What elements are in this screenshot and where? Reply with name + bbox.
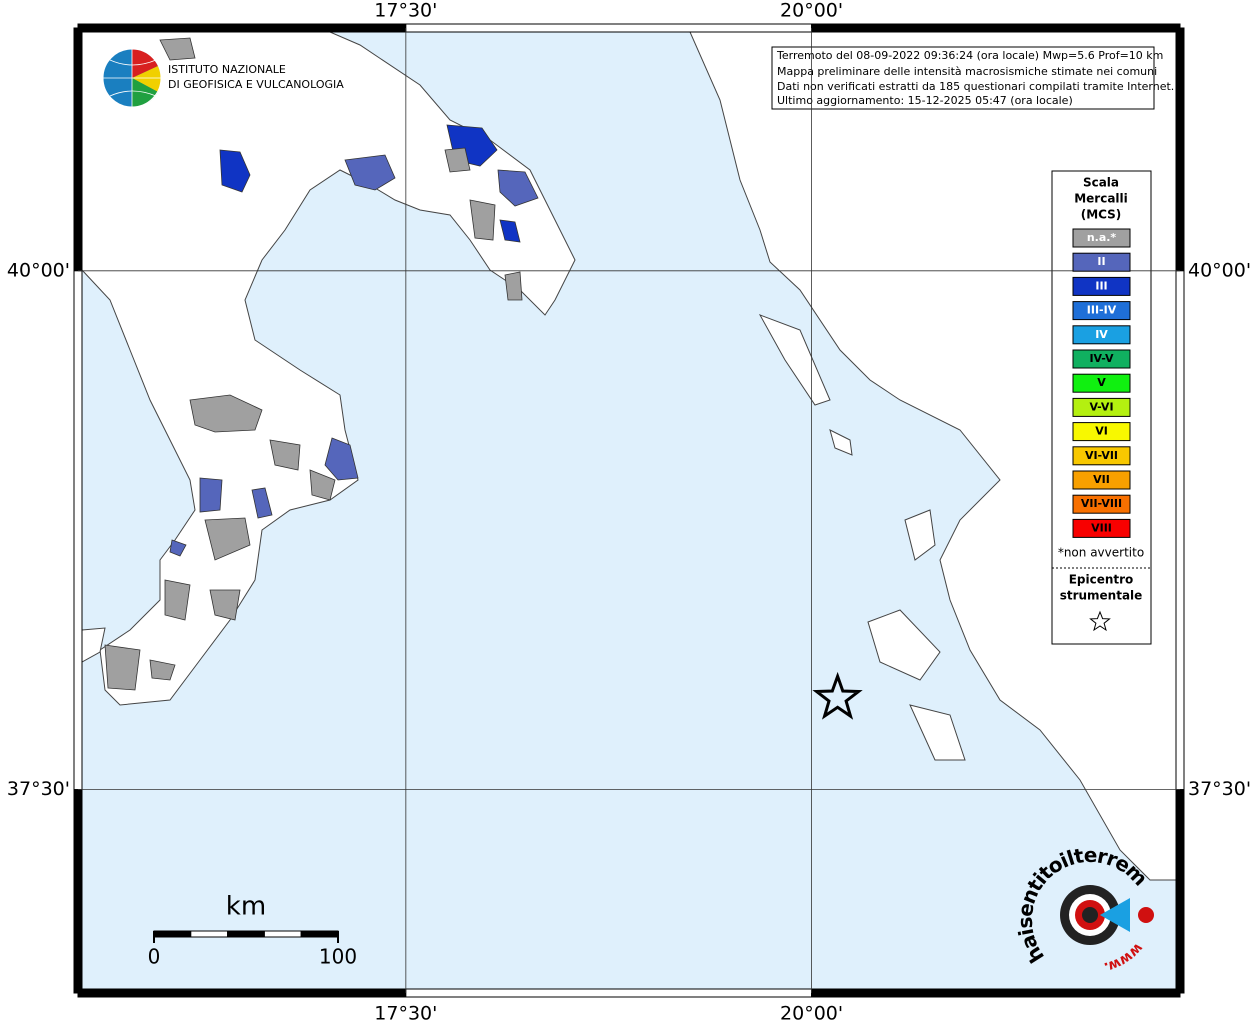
legend-swatch bbox=[1072, 470, 1131, 490]
intensity-areas bbox=[104, 37, 539, 691]
scale-segment bbox=[227, 930, 265, 938]
frame-band bbox=[1175, 27, 1185, 272]
frame-band bbox=[73, 270, 83, 791]
info-line: Ultimo aggiornamento: 15-12-2025 05:47 (… bbox=[777, 94, 1073, 107]
frame-band bbox=[405, 23, 813, 33]
legend-label: III bbox=[1095, 279, 1107, 292]
legend-title: Scala bbox=[1083, 176, 1119, 190]
frame-band bbox=[77, 988, 407, 998]
frame-band bbox=[77, 23, 407, 33]
frame-band bbox=[1175, 270, 1185, 791]
legend-label: VI-VII bbox=[1085, 449, 1118, 462]
y-tick-label: 37°30' bbox=[1188, 778, 1251, 800]
legend-swatch bbox=[1072, 446, 1131, 466]
scale-segment bbox=[190, 930, 229, 938]
legend-label: V bbox=[1097, 376, 1106, 389]
legend-swatch bbox=[1072, 301, 1131, 321]
legend-swatch bbox=[1072, 518, 1131, 538]
legend-label: VI bbox=[1095, 425, 1108, 438]
frame-band bbox=[1175, 789, 1185, 994]
legend-swatch bbox=[1072, 325, 1131, 345]
y-tick-label: 40°00' bbox=[7, 259, 70, 281]
epicenter bbox=[812, 671, 863, 720]
scale-segment bbox=[153, 930, 192, 938]
y-tick-label: 40°00' bbox=[1188, 259, 1251, 281]
legend-swatch bbox=[1072, 252, 1131, 272]
legend-label: V-VI bbox=[1089, 400, 1113, 413]
scale-segment bbox=[300, 930, 339, 938]
legend-label: IV-V bbox=[1089, 352, 1114, 365]
legend-label: VIII bbox=[1091, 521, 1112, 534]
x-tick-label: 20°00' bbox=[780, 0, 843, 22]
legend-label: VII bbox=[1093, 473, 1110, 486]
info-line: Dati non verificati estratti da 185 ques… bbox=[777, 80, 1174, 93]
legend-swatch bbox=[1072, 494, 1131, 514]
legend-epicenter: strumentale bbox=[1060, 589, 1143, 603]
legend-swatch bbox=[1072, 373, 1131, 393]
legend-label: II bbox=[1097, 255, 1105, 268]
x-tick-label: 17°30' bbox=[374, 0, 437, 22]
legend-label: n.a.* bbox=[1087, 231, 1117, 244]
x-tick-label: 17°30' bbox=[374, 1003, 437, 1025]
scale-segment bbox=[263, 930, 302, 938]
logo-text: DI GEOFISICA E VULCANOLOGIA bbox=[168, 78, 344, 91]
frame-band bbox=[811, 988, 1181, 998]
legend-swatch bbox=[1072, 228, 1131, 248]
legend-swatch bbox=[1072, 349, 1131, 369]
logo-text: ISTITUTO NAZIONALE bbox=[168, 63, 286, 76]
y-tick-label: 37°30' bbox=[7, 778, 70, 800]
legend-swatch bbox=[1072, 422, 1131, 442]
legend-title: Mercalli bbox=[1074, 192, 1128, 206]
legend-title: (MCS) bbox=[1081, 208, 1122, 222]
legend-label: III-IV bbox=[1087, 304, 1117, 317]
frame-band bbox=[73, 27, 83, 272]
frame-band bbox=[811, 23, 1181, 33]
legend-swatch bbox=[1072, 397, 1131, 417]
scale-unit: km bbox=[226, 892, 266, 922]
legend-swatch bbox=[1072, 276, 1131, 296]
legend-epicenter: Epicentro bbox=[1069, 573, 1134, 587]
frame-band bbox=[405, 988, 813, 998]
info-line: Terremoto del 08-09-2022 09:36:24 (ora l… bbox=[776, 49, 1163, 62]
info-box bbox=[771, 46, 1155, 110]
watermark bbox=[1060, 885, 1154, 945]
legend-star bbox=[1089, 610, 1111, 632]
scale-label: 0 bbox=[148, 945, 161, 969]
legend-label: VII-VIII bbox=[1081, 497, 1122, 510]
x-tick-label: 20°00' bbox=[780, 1003, 843, 1025]
ingv-logo bbox=[102, 48, 162, 108]
frame-band bbox=[73, 789, 83, 994]
info-line: Mappa preliminare delle intensità macros… bbox=[777, 65, 1157, 78]
legend-label: IV bbox=[1095, 328, 1108, 341]
scale-label: 100 bbox=[319, 945, 357, 969]
legend-note: *non avvertito bbox=[1058, 546, 1144, 560]
